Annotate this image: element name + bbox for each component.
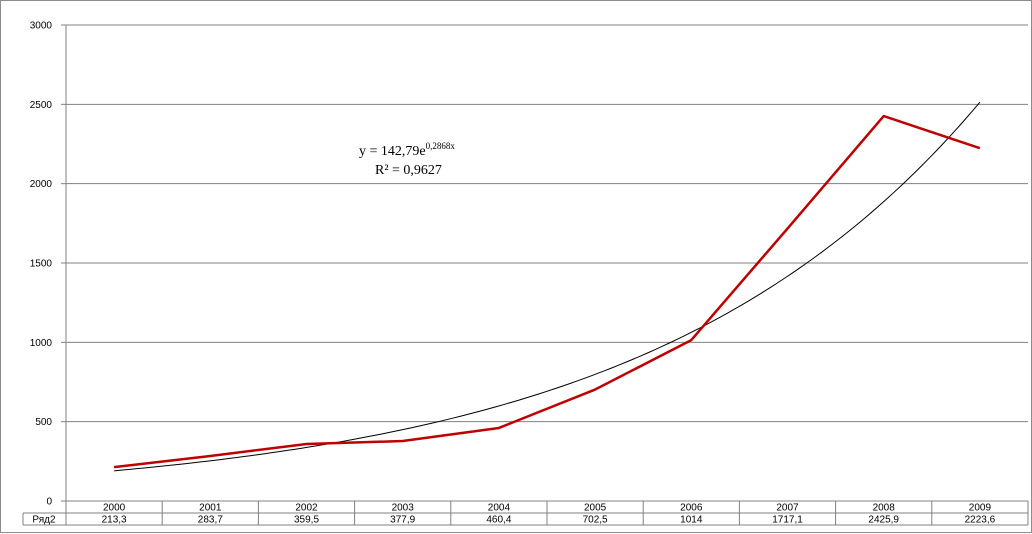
axes xyxy=(61,25,1028,525)
trendline-group xyxy=(114,102,980,471)
y-tick-label: 3000 xyxy=(30,21,53,32)
y-tick-label: 0 xyxy=(46,497,52,508)
table-category-label: 2007 xyxy=(776,503,799,514)
table-category-label: 2005 xyxy=(584,503,607,514)
table-category-label: 2004 xyxy=(488,503,511,514)
table-category-label: 2002 xyxy=(295,503,318,514)
table-value-cell: 2425,9 xyxy=(868,515,899,526)
trendline-equation: y = 142,79e0,2868x R² = 0,9627 xyxy=(359,141,455,178)
table-category-label: 2008 xyxy=(873,503,896,514)
trendline-equation-text: y = 142,79e0,2868x xyxy=(359,141,455,159)
table-value-cell: 1014 xyxy=(680,515,703,526)
table-value-cell: 1717,1 xyxy=(772,515,803,526)
y-tick-label: 1500 xyxy=(30,259,53,270)
gridlines xyxy=(66,25,1028,422)
y-tick-label: 2000 xyxy=(30,179,53,190)
table-value-cell: 283,7 xyxy=(198,515,223,526)
table-value-cell: 460,4 xyxy=(486,515,511,526)
equation-exponent: 0,2868x xyxy=(426,141,456,151)
table-value-cell: 2223,6 xyxy=(965,515,996,526)
trendline xyxy=(114,102,980,471)
table-value-cell: 359,5 xyxy=(294,515,319,526)
r-squared-text: R² = 0,9627 xyxy=(375,163,442,178)
table-category-label: 2000 xyxy=(103,503,126,514)
table-value-cell: 213,3 xyxy=(102,515,127,526)
equation-base: y = 142,79e xyxy=(359,144,426,159)
table-category-label: 2006 xyxy=(680,503,703,514)
table-category-label: 2009 xyxy=(969,503,992,514)
table-category-label: 2001 xyxy=(199,503,222,514)
series-line-Ряд2 xyxy=(114,116,980,467)
y-axis-tick-labels: 0 500 1000 1500 2000 2500 3000 xyxy=(30,21,53,508)
table-value-cell: 377,9 xyxy=(390,515,415,526)
y-tick-label: 1000 xyxy=(30,338,53,349)
y-tick-label: 2500 xyxy=(30,100,53,111)
table-series-name: Ряд2 xyxy=(32,515,56,526)
y-tick-label: 500 xyxy=(35,417,52,428)
table-category-label: 2003 xyxy=(392,503,415,514)
table-value-cell: 702,5 xyxy=(583,515,608,526)
series-group xyxy=(114,116,980,467)
